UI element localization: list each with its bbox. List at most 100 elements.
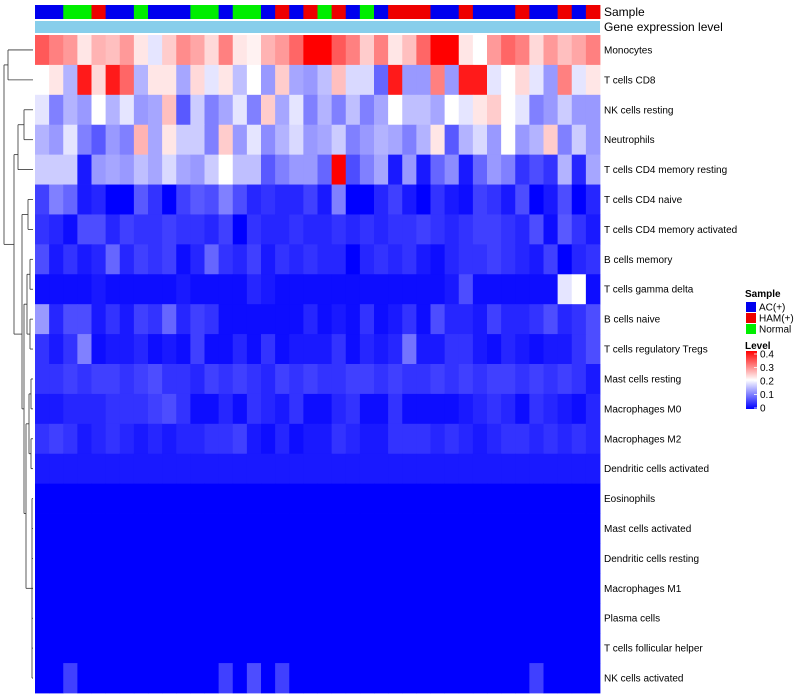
heatmap-cell (515, 304, 530, 335)
heatmap-cell (133, 423, 149, 455)
heatmap-cell (35, 603, 50, 634)
heatmap-cell (515, 364, 530, 395)
heatmap-cell (91, 663, 107, 694)
heatmap-cell (289, 603, 304, 634)
heatmap-cell (331, 573, 347, 604)
heatmap-cell (162, 214, 177, 245)
heatmap-cell (501, 334, 516, 365)
heatmap-cell (543, 334, 559, 365)
heatmap-cell (317, 64, 333, 96)
heatmap-cell (162, 94, 177, 126)
heatmap-cell (487, 633, 502, 664)
heatmap-cell (331, 364, 347, 395)
heatmap-cell (585, 543, 601, 574)
heatmap-cell (345, 543, 361, 574)
heatmap-cell (543, 603, 559, 634)
heatmap-cell (77, 154, 92, 185)
heatmap-cell (359, 364, 375, 395)
heatmap-cell (261, 483, 276, 514)
heatmap-cell (402, 603, 417, 634)
heatmap-cell (430, 573, 446, 604)
sample-annotation-cell (176, 5, 191, 19)
heatmap-cell (388, 423, 403, 455)
heatmap-cell (133, 633, 149, 664)
heatmap-cell (345, 393, 361, 425)
heatmap-cell (119, 94, 135, 126)
heatmap-cell (501, 483, 516, 514)
heatmap-cell (303, 64, 318, 96)
heatmap-cell (162, 423, 177, 455)
heatmap-cell (585, 513, 601, 544)
heatmap-cell (571, 453, 587, 485)
heatmap-cell (416, 663, 431, 694)
heatmap-cell (345, 274, 361, 305)
heatmap-cell (359, 35, 375, 66)
heatmap-cell (331, 633, 347, 664)
sample-annotation-cell (275, 5, 290, 19)
heatmap-cell (35, 633, 50, 664)
heatmap-cell (190, 184, 205, 215)
heatmap-cell (585, 64, 601, 96)
heatmap-cell (472, 364, 488, 395)
heatmap-cell (275, 244, 290, 275)
level-tick-label: 0.2 (760, 377, 774, 388)
heatmap-cell (303, 184, 318, 215)
heatmap-cell (472, 334, 488, 365)
heatmap-cell (162, 64, 177, 96)
heatmap-cell (218, 453, 234, 485)
heatmap-cell (63, 214, 78, 245)
heatmap-cell (571, 483, 587, 514)
heatmap-cell (416, 573, 431, 604)
heatmap-cell (501, 304, 516, 335)
heatmap-cell (190, 663, 205, 694)
heatmap-cell (162, 184, 177, 215)
heatmap-cell (218, 483, 234, 514)
heatmap-cell (472, 35, 488, 66)
heatmap-cell (487, 453, 502, 485)
heatmap-cell (289, 543, 304, 574)
heatmap-cell (487, 244, 502, 275)
heatmap-cell (585, 184, 601, 215)
heatmap-cell (303, 214, 318, 245)
heatmap-cell (232, 35, 248, 66)
heatmap-cell (133, 663, 149, 694)
heatmap-cell (63, 274, 78, 305)
heatmap-cell (190, 214, 205, 245)
heatmap-cell (331, 663, 347, 694)
heatmap-cell (49, 64, 64, 96)
sample-annotation-cell (204, 5, 220, 19)
heatmap-cell (388, 154, 403, 185)
heatmap-cell (63, 35, 78, 66)
heatmap-cell (416, 244, 431, 275)
heatmap-cell (105, 64, 121, 96)
heatmap-cell (430, 274, 446, 305)
heatmap-cell (359, 663, 375, 694)
heatmap-cell (345, 244, 361, 275)
heatmap-cell (557, 543, 573, 574)
heatmap-cell (261, 35, 276, 66)
heatmap-cell (246, 364, 262, 395)
heatmap-cell (133, 543, 149, 574)
heatmap-cell (472, 274, 488, 305)
heatmap-cell (218, 35, 234, 66)
heatmap-cell (119, 513, 135, 544)
heatmap-cell (91, 603, 107, 634)
heatmap-cell (388, 244, 403, 275)
heatmap-cell (190, 35, 205, 66)
heatmap-cell (275, 453, 290, 485)
heatmap-cell (472, 423, 488, 455)
heatmap-cell (261, 214, 276, 245)
heatmap-cell (148, 513, 163, 544)
heatmap-cell (133, 214, 149, 245)
heatmap-cell (148, 274, 163, 305)
heatmap-cell (345, 334, 361, 365)
level-tick-label: 0 (760, 404, 766, 415)
heatmap-cell (458, 603, 474, 634)
heatmap-cell (444, 35, 460, 66)
heatmap-cell (585, 35, 601, 66)
heatmap-cell (204, 603, 220, 634)
heatmap-cell (359, 453, 375, 485)
heatmap-cell (487, 603, 502, 634)
legend-sample-title: Sample (745, 289, 781, 300)
